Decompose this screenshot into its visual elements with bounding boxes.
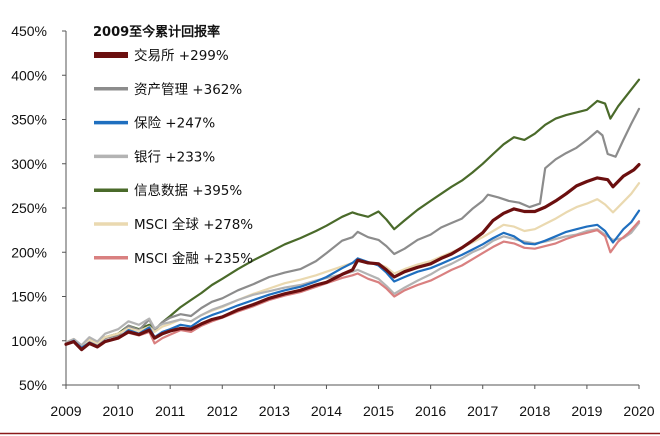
legend-label-1: 资产管理 +362% bbox=[134, 82, 242, 98]
y-tick-label: 450% bbox=[11, 23, 47, 39]
y-tick-label: 200% bbox=[11, 244, 47, 260]
y-tick-label: 400% bbox=[11, 67, 47, 83]
x-tick-label: 2009 bbox=[50, 403, 81, 419]
legend-label-0: 交易所 +299% bbox=[134, 47, 229, 64]
series-lines bbox=[64, 78, 641, 352]
y-tick-label: 350% bbox=[11, 112, 47, 128]
legend-label-4: 信息数据 +395% bbox=[134, 182, 242, 199]
series-line-3 bbox=[64, 221, 641, 347]
x-tick-label: 2016 bbox=[415, 403, 446, 419]
y-tick-label: 50% bbox=[19, 377, 47, 393]
series-line-0 bbox=[64, 163, 641, 352]
legend-label-3: 银行 +233% bbox=[134, 149, 215, 165]
legend-label-2: 保险 +247% bbox=[134, 116, 215, 132]
x-tick-label: 2014 bbox=[311, 403, 342, 419]
x-tick-label: 2018 bbox=[519, 403, 550, 419]
x-tick-label: 2012 bbox=[207, 403, 238, 419]
x-tick-label: 2020 bbox=[623, 403, 654, 419]
x-tick-label: 2011 bbox=[155, 403, 185, 419]
y-tick-label: 150% bbox=[11, 289, 47, 305]
x-tick-label: 2010 bbox=[103, 403, 134, 419]
chart-title: 2009至今累计回报率 bbox=[93, 24, 220, 40]
y-tick-label: 100% bbox=[11, 333, 47, 349]
series-line-4 bbox=[64, 78, 641, 348]
legend-label-6: MSCI 金融 +235% bbox=[134, 251, 253, 267]
x-tick-label: 2019 bbox=[571, 403, 602, 419]
legend-label-5: MSCI 全球 +278% bbox=[134, 216, 253, 233]
y-tick-label: 300% bbox=[11, 156, 47, 172]
y-tick-label: 250% bbox=[11, 200, 47, 216]
x-tick-label: 2015 bbox=[363, 403, 394, 419]
x-tick-label: 2013 bbox=[259, 403, 290, 419]
axes: 50% 100% 150% 200% 250% 300% 350% 400% 450% 2009 2… bbox=[11, 23, 655, 419]
x-tick-label: 2017 bbox=[467, 403, 498, 419]
legend: 2009至今累计回报率 交易所 +299% 资产管理 +362% 保险 +247% 银… bbox=[93, 24, 253, 267]
